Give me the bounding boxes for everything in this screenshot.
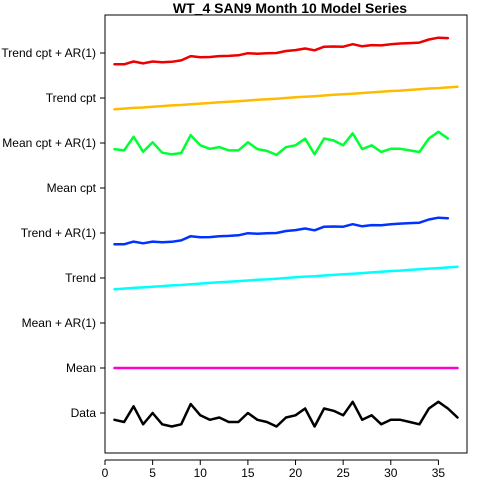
x-tick-label: 25 [336, 466, 350, 480]
y-tick-label: Data [71, 406, 97, 420]
x-tick-label: 0 [102, 466, 109, 480]
y-tick-label: Trend + AR(1) [21, 226, 96, 240]
x-axis: 0 5 10 15 20 25 30 35 [102, 459, 446, 480]
plot-frame [104, 14, 468, 454]
x-tick-label: 10 [194, 466, 208, 480]
x-tick-label: 15 [241, 466, 255, 480]
series-line-mean-cpt-ar-1 [113, 130, 450, 157]
x-tick-label: 30 [384, 466, 398, 480]
series-line-trend-cpt [113, 85, 459, 111]
series-layer [113, 36, 459, 428]
y-tick-label: Mean cpt + AR(1) [2, 136, 96, 150]
x-tick-label: 20 [289, 466, 303, 480]
series-line-trend-cpt-ar-1 [113, 36, 450, 66]
y-axis: Data Mean Mean + AR(1) Trend Trend + AR(1) Me… [1, 46, 105, 420]
x-tick-label: 35 [432, 466, 446, 480]
series-line-data [113, 400, 459, 428]
y-tick-label: Mean + AR(1) [22, 316, 96, 330]
series-line-trend [113, 265, 459, 291]
y-tick-label: Trend cpt [46, 91, 97, 105]
y-tick-label: Mean cpt [47, 181, 97, 195]
y-tick-label: Trend cpt + AR(1) [1, 46, 96, 60]
chart-title: WT_4 SAN9 Month 10 Model Series [173, 0, 407, 16]
x-tick-label: 5 [149, 466, 156, 480]
y-tick-label: Mean [66, 361, 96, 375]
series-line-trend-ar-1 [113, 216, 450, 246]
y-tick-label: Trend [65, 271, 96, 285]
